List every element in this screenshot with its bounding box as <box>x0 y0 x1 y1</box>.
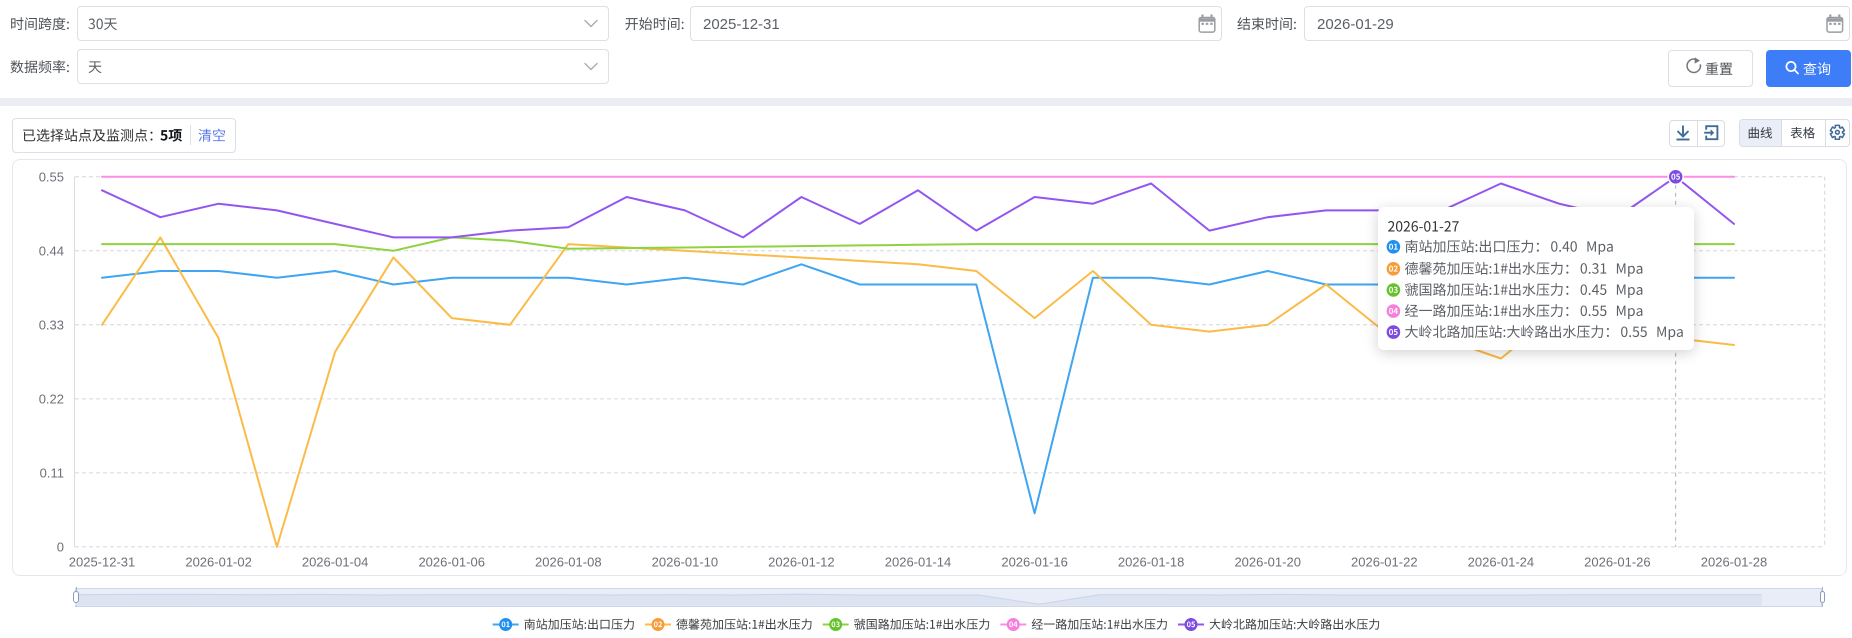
svg-text:2026-01-14: 2026-01-14 <box>885 555 952 570</box>
svg-text:2026-01-26: 2026-01-26 <box>1584 555 1651 570</box>
svg-text:2025-12-31: 2025-12-31 <box>69 555 136 570</box>
svg-text:2026-01-29: 2026-01-29 <box>1317 16 1394 33</box>
svg-text:0.11: 0.11 <box>40 465 64 480</box>
svg-text:2026-01-28: 2026-01-28 <box>1701 555 1768 570</box>
svg-text:2026-01-16: 2026-01-16 <box>1001 555 1068 570</box>
svg-text:0.44: 0.44 <box>39 243 64 258</box>
svg-text:0: 0 <box>57 539 64 554</box>
svg-text:2026-01-22: 2026-01-22 <box>1351 555 1418 570</box>
svg-text:2026-01-04: 2026-01-04 <box>302 555 369 570</box>
svg-text:2026-01-10: 2026-01-10 <box>652 555 719 570</box>
svg-text:2026-01-06: 2026-01-06 <box>418 555 485 570</box>
svg-text:2025-12-31: 2025-12-31 <box>703 16 780 33</box>
svg-text:2026-01-08: 2026-01-08 <box>535 555 602 570</box>
svg-text:2026-01-20: 2026-01-20 <box>1234 555 1301 570</box>
svg-text:2026-01-18: 2026-01-18 <box>1118 555 1185 570</box>
svg-text:2026-01-02: 2026-01-02 <box>185 555 252 570</box>
svg-text:2026-01-24: 2026-01-24 <box>1468 555 1535 570</box>
svg-text:2026-01-12: 2026-01-12 <box>768 555 835 570</box>
svg-text:0.55: 0.55 <box>39 169 64 184</box>
svg-text:0.22: 0.22 <box>39 391 64 406</box>
svg-text:0.33: 0.33 <box>39 317 64 332</box>
